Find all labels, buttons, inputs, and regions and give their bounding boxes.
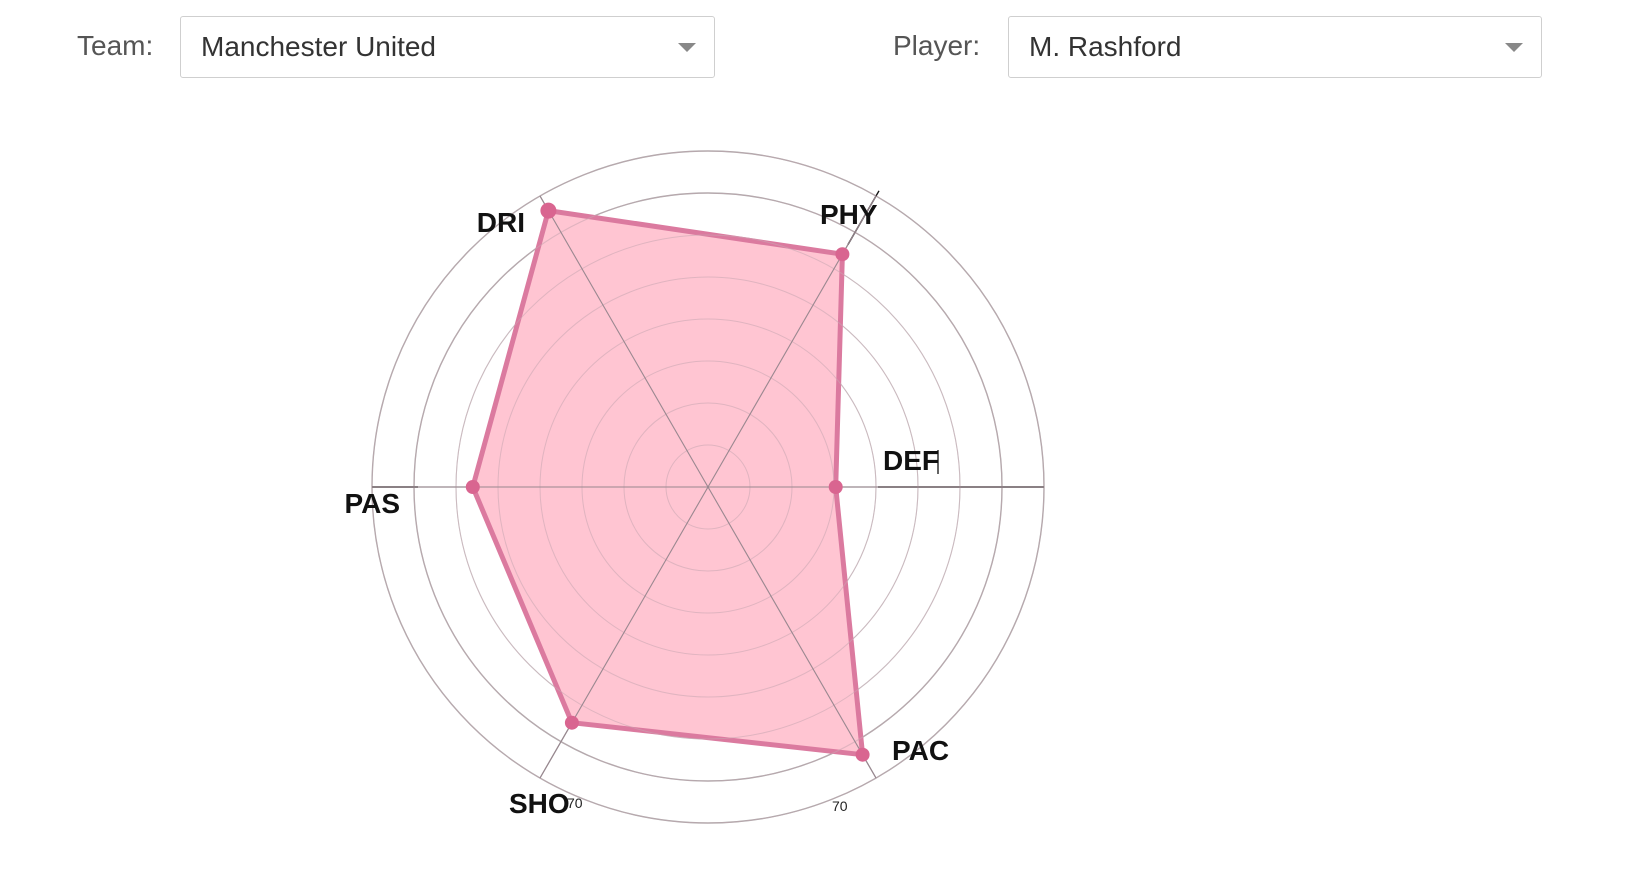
data-point-dri[interactable]	[540, 202, 557, 219]
data-point-pac[interactable]	[855, 747, 870, 762]
data-point-pas[interactable]	[465, 480, 480, 494]
axis-label-def: DEF	[883, 445, 939, 476]
data-point-def[interactable]	[828, 480, 843, 494]
player-select-value: M. Rashford	[1029, 31, 1182, 62]
team-label: Team:	[77, 30, 154, 61]
tick-label: 70	[567, 795, 583, 811]
axis-label-pac: PAC	[892, 735, 949, 766]
tick-label: 70	[832, 798, 848, 814]
data-point-phy[interactable]	[835, 247, 850, 262]
axis-label-pas: PAS	[345, 488, 401, 519]
axis-spoke-overlay	[707, 195, 877, 488]
team-select-value: Manchester United	[201, 31, 437, 62]
chevron-down-icon	[678, 43, 696, 52]
axis-spoke-overlay	[707, 486, 877, 779]
radar-labels: DEF PHY DRI PAS SHO PAC 70 70	[345, 199, 950, 819]
data-point-sho[interactable]	[564, 715, 579, 730]
axis-label-phy: PHY	[820, 199, 878, 230]
team-select[interactable]: Manchester United	[180, 16, 715, 78]
radar-series	[371, 150, 1045, 824]
axis-label-dri: DRI	[477, 207, 525, 238]
axis-spoke-overlay	[539, 486, 709, 779]
chevron-down-icon	[1505, 43, 1523, 52]
axis-spoke-overlay	[539, 195, 709, 488]
filter-controls: Team: Manchester United Player: M. Rashf…	[0, 0, 1651, 100]
player-select[interactable]: M. Rashford	[1008, 16, 1542, 78]
player-label: Player:	[893, 30, 981, 61]
series-area	[470, 208, 866, 758]
axis-label-sho: SHO	[509, 788, 570, 819]
